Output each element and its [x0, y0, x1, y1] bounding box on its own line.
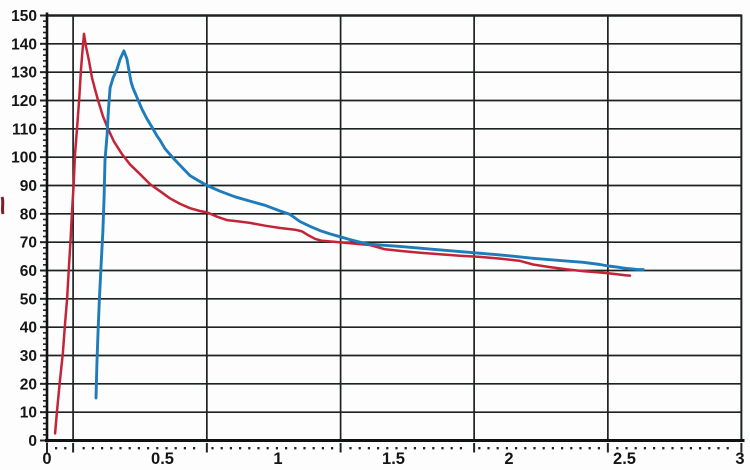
- x-minor-tick-dot: [515, 447, 518, 450]
- x-minor-tick-dot: [505, 447, 508, 450]
- x-tick-label: 0: [42, 450, 51, 468]
- x-minor-tick-dot: [349, 447, 352, 450]
- x-minor-tick-dot: [542, 447, 545, 450]
- x-minor-tick-dot: [487, 447, 490, 450]
- x-minor-tick-dot: [183, 447, 186, 450]
- x-minor-tick-dot: [174, 447, 177, 450]
- x-minor-tick-dot: [625, 447, 628, 450]
- y-tick-label: 80: [20, 206, 37, 223]
- x-minor-tick-dot: [82, 447, 85, 450]
- x-minor-tick-dot: [561, 447, 564, 450]
- x-minor-tick-dot: [128, 447, 131, 450]
- y-tick-label: 60: [20, 263, 37, 280]
- x-minor-tick-dot: [266, 447, 269, 450]
- x-minor-tick-dot: [423, 447, 426, 450]
- x-minor-tick-dot: [64, 447, 67, 450]
- x-minor-tick-dot: [239, 447, 242, 450]
- x-tick-label: 3: [735, 450, 744, 468]
- x-minor-tick-dot: [680, 447, 683, 450]
- x-tick-label: 0.5: [151, 450, 174, 468]
- x-minor-tick-dot: [303, 447, 306, 450]
- x-minor-tick-dot: [367, 447, 370, 450]
- x-minor-tick-dot: [662, 447, 665, 450]
- y-tick-label: 10: [20, 405, 37, 422]
- x-minor-tick-dot: [699, 447, 702, 450]
- x-tick-label: 1: [273, 450, 282, 468]
- x-minor-tick-dot: [110, 447, 113, 450]
- x-minor-tick-dot: [229, 447, 232, 450]
- x-minor-tick-dot: [395, 447, 398, 450]
- x-minor-tick-dot: [689, 447, 692, 450]
- x-minor-tick-dot: [413, 447, 416, 450]
- y-tick-label: 50: [20, 291, 37, 308]
- x-minor-tick-dot: [588, 447, 591, 450]
- x-minor-tick-dot: [616, 447, 619, 450]
- x-minor-tick-dot: [524, 447, 527, 450]
- y-tick-label: 70: [20, 235, 37, 252]
- x-minor-tick-dot: [450, 447, 453, 450]
- x-minor-tick-dot: [275, 447, 278, 450]
- y-tick-label: 140: [11, 36, 37, 53]
- clipped-axis-title-mark: [0, 196, 5, 215]
- y-tick-label: 40: [20, 320, 37, 337]
- y-tick-label: 0: [28, 433, 37, 450]
- x-minor-tick-dot: [404, 447, 407, 450]
- x-minor-tick-dot: [193, 447, 196, 450]
- x-minor-tick-dot: [119, 447, 122, 450]
- x-minor-tick-dot: [285, 447, 288, 450]
- y-tick-label: 30: [20, 348, 37, 365]
- x-minor-tick-dot: [478, 447, 481, 450]
- x-minor-tick-dot: [717, 447, 720, 450]
- x-minor-tick-dot: [137, 447, 140, 450]
- x-minor-tick-dot: [312, 447, 315, 450]
- x-minor-tick-dot: [220, 447, 223, 450]
- x-minor-tick-dot: [459, 447, 462, 450]
- x-minor-tick-dot: [579, 447, 582, 450]
- x-minor-tick-dot: [386, 447, 389, 450]
- y-tick-label: 90: [20, 178, 37, 195]
- x-minor-tick-dot: [321, 447, 324, 450]
- x-minor-tick-dot: [496, 447, 499, 450]
- x-minor-tick-dot: [551, 447, 554, 450]
- x-minor-tick-dot: [597, 447, 600, 450]
- y-tick-label: 20: [20, 376, 37, 393]
- x-minor-tick-dot: [570, 447, 573, 450]
- x-minor-tick-dot: [91, 447, 94, 450]
- x-minor-tick-dot: [248, 447, 251, 450]
- x-minor-tick-dot: [432, 447, 435, 450]
- y-tick-label: 120: [11, 93, 37, 110]
- x-minor-tick-dot: [101, 447, 104, 450]
- x-minor-tick-dot: [55, 447, 58, 450]
- x-minor-tick-dot: [147, 447, 150, 450]
- x-minor-tick-dot: [441, 447, 444, 450]
- series-red-curve: [53, 32, 632, 435]
- x-minor-tick-dot: [211, 447, 214, 450]
- x-minor-tick-dot: [156, 447, 159, 450]
- x-tick-label: 2: [504, 450, 513, 468]
- x-minor-tick-dot: [331, 447, 334, 450]
- x-minor-tick-dot: [708, 447, 711, 450]
- x-minor-tick-dot: [634, 447, 637, 450]
- x-minor-tick-dot: [165, 447, 168, 450]
- x-minor-tick-dot: [533, 447, 536, 450]
- x-tick-label: 2.5: [613, 450, 636, 468]
- y-tick-label: 110: [12, 121, 37, 138]
- x-minor-tick-dot: [653, 447, 656, 450]
- y-tick-label: 100: [11, 150, 37, 167]
- x-minor-tick-dot: [643, 447, 646, 450]
- x-minor-tick-dot: [294, 447, 297, 450]
- x-minor-tick-dot: [257, 447, 260, 450]
- y-tick-label: 130: [11, 65, 37, 82]
- series-blue-curve: [94, 49, 645, 400]
- y-tick-label: 150: [11, 8, 37, 25]
- x-minor-tick-dot: [671, 447, 674, 450]
- x-minor-tick-dot: [726, 447, 729, 450]
- x-tick-label: 1.5: [382, 450, 405, 468]
- x-minor-tick-dot: [358, 447, 361, 450]
- x-minor-tick-dot: [377, 447, 380, 450]
